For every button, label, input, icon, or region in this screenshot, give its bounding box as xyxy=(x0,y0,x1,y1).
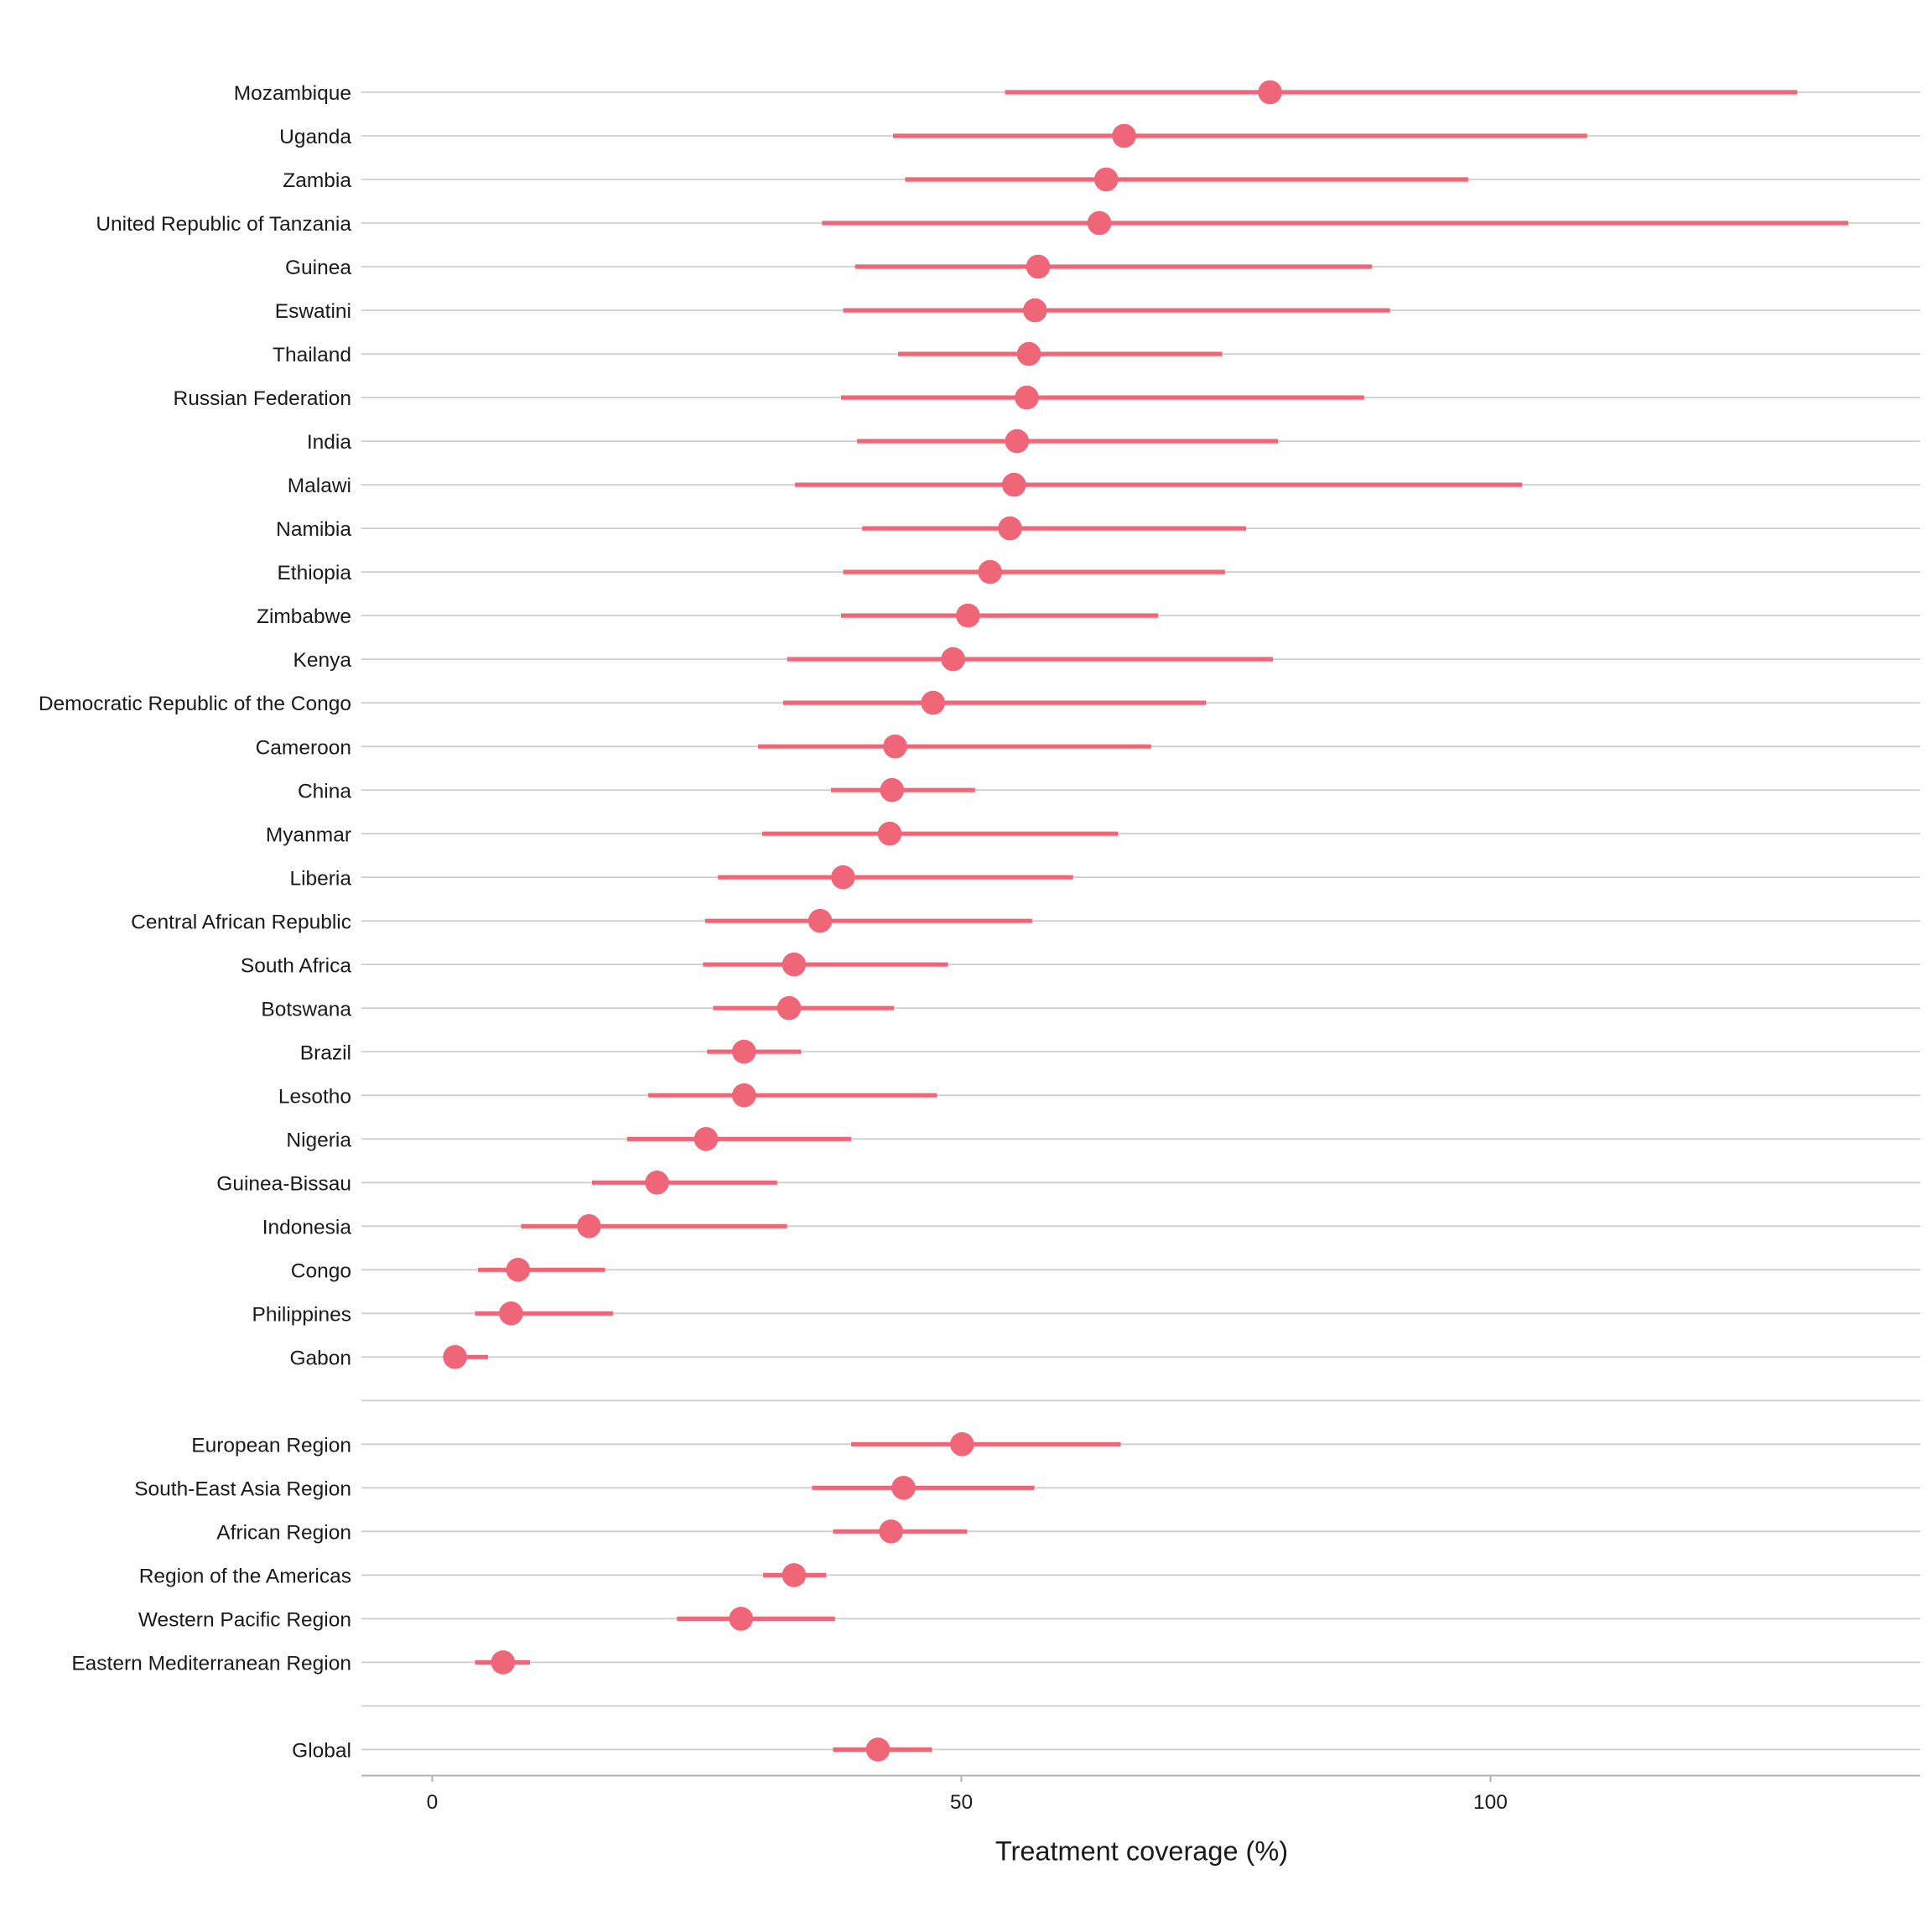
svg-text:50: 50 xyxy=(950,1791,973,1814)
svg-text:Russian Federation: Russian Federation xyxy=(174,387,351,410)
svg-text:Botswana: Botswana xyxy=(261,998,351,1021)
svg-text:Cameroon: Cameroon xyxy=(256,736,351,759)
svg-text:Nigeria: Nigeria xyxy=(286,1129,351,1151)
svg-text:Uganda: Uganda xyxy=(279,126,351,148)
svg-text:Eswatini: Eswatini xyxy=(275,300,351,323)
svg-text:Brazil: Brazil xyxy=(300,1041,351,1064)
svg-text:China: China xyxy=(298,780,351,802)
svg-text:Eastern Mediterranean Region: Eastern Mediterranean Region xyxy=(71,1653,351,1675)
svg-text:Ethiopia: Ethiopia xyxy=(277,562,351,584)
svg-text:Malawi: Malawi xyxy=(288,475,351,497)
svg-text:Namibia: Namibia xyxy=(276,518,351,541)
svg-text:India: India xyxy=(307,431,352,454)
svg-text:Central African Republic: Central African Republic xyxy=(131,911,351,933)
svg-text:Congo: Congo xyxy=(291,1259,351,1282)
svg-text:Kenya: Kenya xyxy=(293,649,352,672)
svg-text:Guinea-Bissau: Guinea-Bissau xyxy=(216,1172,351,1195)
svg-text:Mozambique: Mozambique xyxy=(234,82,351,105)
svg-text:Region of the Americas: Region of the Americas xyxy=(139,1566,351,1588)
svg-text:Global: Global xyxy=(292,1740,351,1763)
svg-text:European Region: European Region xyxy=(191,1434,351,1457)
svg-text:South Africa: South Africa xyxy=(241,954,351,977)
svg-text:Treatment coverage (%): Treatment coverage (%) xyxy=(995,1836,1288,1867)
svg-text:Philippines: Philippines xyxy=(252,1303,352,1326)
svg-text:Guinea: Guinea xyxy=(285,257,351,279)
svg-text:Indonesia: Indonesia xyxy=(262,1216,352,1239)
svg-text:Liberia: Liberia xyxy=(289,867,351,890)
svg-text:Myanmar: Myanmar xyxy=(266,823,351,846)
svg-text:United Republic of Tanzania: United Republic of Tanzania xyxy=(96,213,351,236)
svg-text:Lesotho: Lesotho xyxy=(278,1085,351,1108)
svg-text:Zimbabwe: Zimbabwe xyxy=(257,605,351,628)
svg-text:Gabon: Gabon xyxy=(289,1347,351,1369)
svg-text:Democratic Republic of the Con: Democratic Republic of the Congo xyxy=(39,693,351,715)
svg-text:0: 0 xyxy=(427,1791,439,1814)
svg-text:Western Pacific Region: Western Pacific Region xyxy=(138,1609,351,1632)
svg-text:African Region: African Region xyxy=(216,1521,351,1544)
svg-text:South-East Asia Region: South-East Asia Region xyxy=(134,1478,351,1500)
svg-text:Zambia: Zambia xyxy=(283,169,351,192)
svg-text:100: 100 xyxy=(1473,1791,1508,1814)
svg-text:Thailand: Thailand xyxy=(273,344,351,366)
